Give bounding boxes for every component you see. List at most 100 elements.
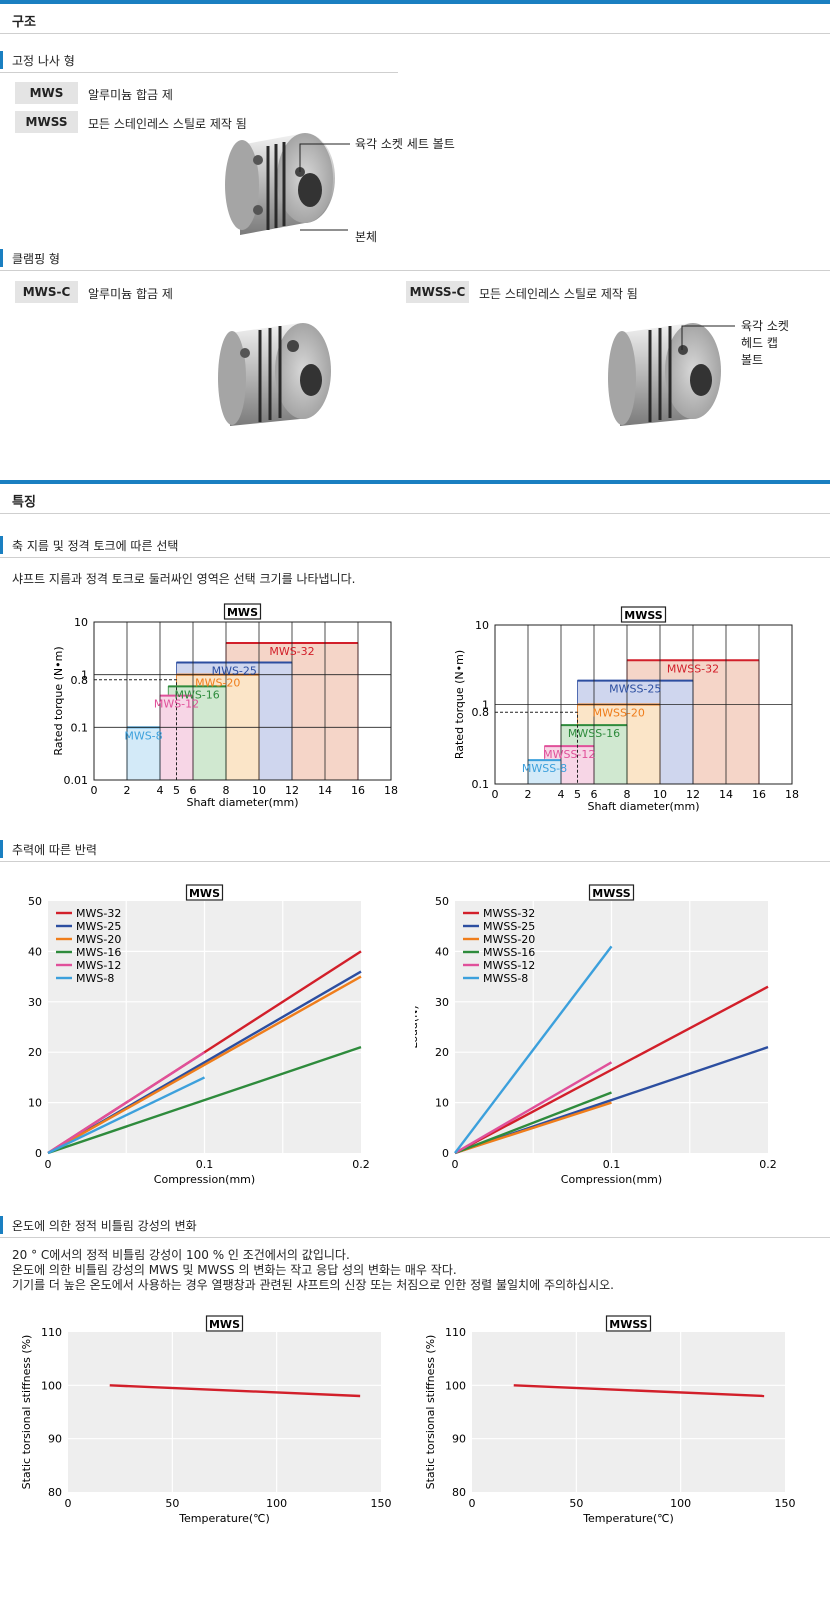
chart-temperature-mws: MWS 0 50 100 150 80 90 100 110 Temperature(℃) Stat…	[20, 1315, 392, 1525]
desc-mws-c: 알루미늄 합금 제	[88, 287, 173, 301]
series-line	[513, 1384, 765, 1398]
series-label: MWS-16	[174, 688, 219, 701]
coupling-image-mwss-c	[608, 323, 735, 426]
subsection-title: 추력에 따른 반력	[12, 843, 97, 857]
subsection-title: 클램핑 형	[12, 252, 60, 266]
subsection-title: 고정 나사 형	[12, 54, 75, 68]
y-tick-label: 20	[435, 1046, 449, 1059]
y-tick-label: 0.8	[472, 706, 490, 719]
series-line	[454, 1091, 612, 1155]
x-tick-label: 16	[351, 784, 365, 797]
series-label: MWSS-12	[543, 748, 595, 761]
chart-reaction-mwss: MWSS MWSS-32MWSS-25MWSS-20MWSS-16MWSS-12M…	[415, 884, 777, 1186]
x-tick-label: 100	[670, 1497, 691, 1510]
tag-mws: MWS	[15, 82, 78, 104]
y-tick-label: 50	[28, 895, 42, 908]
callout-cap-bolt: 육각 소켓 헤드 캡 볼트	[741, 318, 789, 369]
legend-label: MWSS-8	[483, 972, 528, 985]
y-tick-label: 0.01	[64, 774, 89, 787]
series-label: MWSS-8	[522, 762, 567, 775]
x-axis-label: Shaft diameter(mm)	[186, 796, 298, 809]
y-axis-label: Static torsional stiffness (%)	[20, 1335, 33, 1490]
y-tick-label: 100	[41, 1379, 62, 1392]
y-tick-label: 1	[482, 699, 489, 712]
series-label: MWS-32	[269, 645, 314, 658]
y-tick-label: 1	[81, 669, 88, 682]
series-label: MWSS-25	[609, 683, 661, 696]
legend-label: MWS-16	[76, 946, 121, 959]
chart-selection-mwss: MWSS MWSS-32 MWSS-25 MWSS-20 MWSS-16 MWSS-12M…	[453, 606, 799, 813]
x-tick-label: 5	[173, 784, 180, 797]
section-header-structure: 구조	[0, 0, 830, 34]
section-title: 특징	[12, 495, 36, 510]
callout-line-2: 헤드 캡	[741, 336, 778, 350]
x-tick-label: 50	[165, 1497, 179, 1510]
y-axis-label: Rated torque (N•m)	[453, 650, 466, 759]
x-tick-label: 4	[558, 788, 565, 801]
plot-frame	[93, 621, 392, 781]
x-tick-label: 18	[384, 784, 398, 797]
desc-mws: 알루미늄 합금 제	[88, 88, 173, 102]
y-tick-label: 0	[35, 1147, 42, 1160]
y-axis-label: Static torsional stiffness (%)	[424, 1335, 437, 1490]
x-tick-label: 150	[775, 1497, 796, 1510]
legend-label: MWS-8	[76, 972, 114, 985]
x-tick-label: 12	[686, 788, 700, 801]
subsection-reaction: 추력에 따른 반력	[0, 840, 830, 862]
x-axis-label: Shaft diameter(mm)	[587, 800, 699, 813]
y-tick-label: 90	[452, 1433, 466, 1446]
x-tick-label: 0.2	[352, 1158, 370, 1171]
legend-label: MWS-25	[76, 920, 121, 933]
x-tick-label: 8	[223, 784, 230, 797]
chart-title: MWSS	[592, 887, 631, 900]
series-label: MWS-25	[212, 665, 257, 678]
y-tick-label: 0.8	[71, 674, 89, 687]
y-tick-label: 40	[28, 945, 42, 958]
section-title: 구조	[12, 15, 36, 30]
series-line	[47, 975, 362, 1155]
series-line	[454, 985, 769, 1155]
x-tick-label: 0	[45, 1158, 52, 1171]
plot-frame	[494, 624, 793, 785]
x-tick-label: 4	[157, 784, 164, 797]
x-tick-label: 2	[124, 784, 131, 797]
callout-line-3: 볼트	[741, 353, 764, 367]
x-tick-label: 6	[591, 788, 598, 801]
coupling-image-mws-c	[218, 323, 331, 426]
y-axis-label: Load(N)	[415, 1005, 420, 1048]
chart-title: MWS	[189, 887, 220, 900]
chart-title: MWS	[227, 606, 258, 619]
section-header-features: 특징	[0, 480, 830, 514]
chart-temperature-mwss: MWSS 0 50 100 150 80 90 100 110 Temperature(℃) Sta…	[424, 1315, 796, 1525]
note-1: 20 ° C에서의 정적 비틀림 강성이 100 % 인 조건에서의 값입니다.	[12, 1248, 350, 1262]
reference-dashed-line	[94, 679, 177, 780]
chart-title-box	[223, 603, 262, 620]
chart-title: MWSS	[624, 609, 663, 622]
y-tick-label: 100	[445, 1379, 466, 1392]
x-tick-label: 5	[574, 788, 581, 801]
x-axis-label: Compression(mm)	[561, 1173, 662, 1186]
selection-region	[126, 726, 161, 781]
accent-bar	[0, 1216, 3, 1234]
x-axis-label: Temperature(℃)	[582, 1512, 674, 1525]
chart-title-box	[588, 884, 635, 901]
x-tick-label: 0.1	[603, 1158, 621, 1171]
plot-background	[472, 1332, 785, 1492]
y-tick-label: 30	[435, 996, 449, 1009]
y-tick-label: 10	[475, 619, 489, 632]
chart-title-box	[205, 1315, 244, 1332]
series-line	[47, 1076, 206, 1155]
legend-label: MWSS-32	[483, 907, 535, 920]
legend-label: MWSS-20	[483, 933, 535, 946]
x-tick-label: 0	[469, 1497, 476, 1510]
x-tick-label: 50	[569, 1497, 583, 1510]
callout-lines-fixed	[299, 143, 350, 231]
y-tick-label: 80	[48, 1486, 62, 1499]
x-tick-label: 0	[91, 784, 98, 797]
x-tick-label: 10	[653, 788, 667, 801]
x-tick-label: 2	[525, 788, 532, 801]
chart-title-box	[185, 884, 224, 901]
y-tick-label: 110	[445, 1326, 466, 1339]
